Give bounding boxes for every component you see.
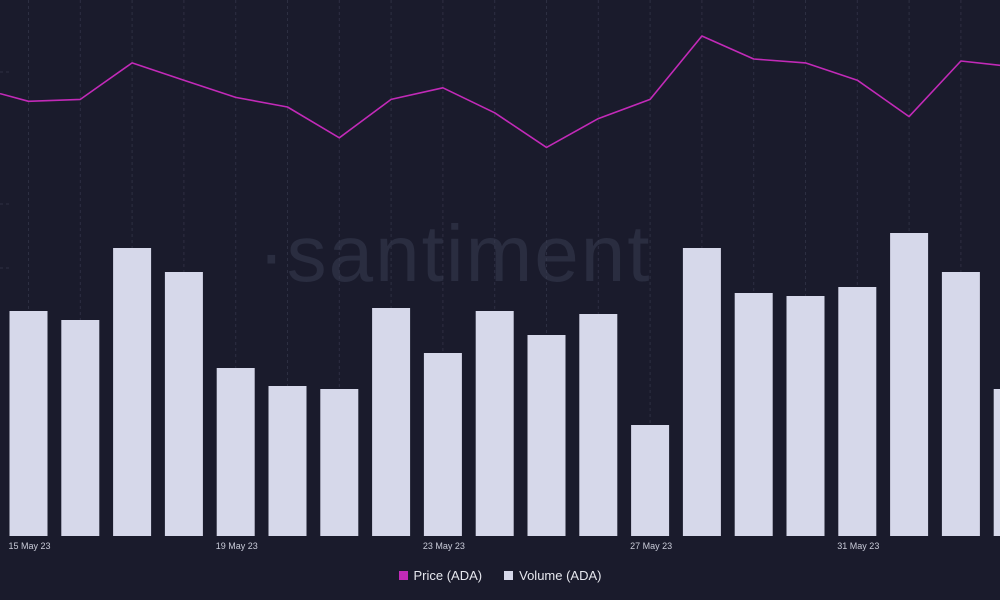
- volume-bar: [941, 272, 980, 536]
- x-tick-label: 15 May 23: [9, 541, 51, 551]
- legend: Price (ADA) Volume (ADA): [0, 568, 1000, 583]
- volume-bar: [579, 314, 618, 536]
- volume-bar: [216, 368, 255, 536]
- volume-bar: [838, 287, 877, 536]
- legend-item-volume[interactable]: Volume (ADA): [504, 568, 602, 583]
- x-tick-label: 27 May 23: [630, 541, 672, 551]
- x-tick-label: 23 May 23: [423, 541, 465, 551]
- volume-bars: [9, 233, 1000, 536]
- x-axis-ticks: 15 May 23 19 May 23 23 May 23 27 May 23 31 M…: [9, 541, 880, 551]
- volume-bar: [890, 233, 929, 536]
- volume-bar: [475, 311, 514, 536]
- volume-bar: [268, 386, 307, 536]
- volume-bar: [423, 353, 462, 536]
- volume-bar: [9, 311, 48, 536]
- volume-bar: [786, 296, 825, 536]
- volume-bar: [320, 389, 359, 536]
- volume-bar: [113, 248, 152, 536]
- volume-bar: [682, 248, 721, 536]
- volume-bar: [61, 320, 100, 536]
- legend-item-price[interactable]: Price (ADA): [398, 568, 483, 583]
- volume-bar: [372, 308, 411, 536]
- price-line: [0, 35, 1000, 149]
- legend-label-volume: Volume (ADA): [519, 568, 602, 583]
- price-swatch: [398, 571, 408, 580]
- x-tick-label: 31 May 23: [837, 541, 879, 551]
- volume-bar: [734, 293, 773, 536]
- volume-bar: [631, 425, 670, 536]
- volume-bar: [527, 335, 566, 536]
- x-tick-label: 19 May 23: [216, 541, 258, 551]
- santiment-watermark: ·santiment: [258, 209, 652, 298]
- volume-bar: [993, 389, 1000, 536]
- legend-label-price: Price (ADA): [413, 568, 483, 583]
- volume-bar: [164, 272, 203, 536]
- volume-swatch: [504, 571, 514, 580]
